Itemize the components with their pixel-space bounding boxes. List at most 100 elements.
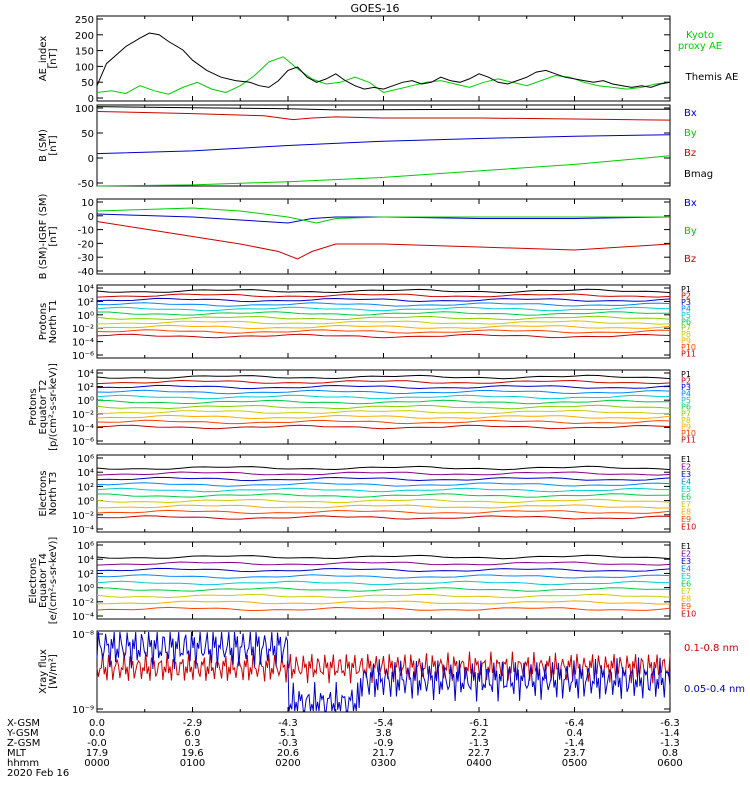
channel-label-p6: P6 <box>681 317 691 326</box>
channel-line <box>96 324 671 330</box>
y-tick-label: 10⁴ <box>77 555 94 566</box>
y-tick-label: 10⁻⁴ <box>72 525 94 536</box>
channel-line <box>96 574 671 579</box>
channel-label-p8: P8 <box>681 416 691 425</box>
legend-xray-long: 0.1-0.8 nm <box>684 643 739 654</box>
footer-value: -0.0 <box>87 738 107 749</box>
footer-value: 3.8 <box>376 728 392 739</box>
footer-value: -5.4 <box>374 718 394 729</box>
channel-label-p10: P10 <box>681 343 696 352</box>
channel-line <box>96 606 671 612</box>
channel-line <box>96 302 671 307</box>
footer-value: -6.4 <box>565 718 585 729</box>
y-tick-label: 10⁴ <box>77 468 94 479</box>
y-tick-label: 150 <box>75 47 94 58</box>
channel-line <box>97 311 671 316</box>
y-tick-label: 10⁴ <box>77 369 94 380</box>
y-axis-label: [nT] <box>48 135 59 155</box>
channel-label-e10: E10 <box>681 610 696 619</box>
y-tick-label: 10⁻⁸ <box>72 630 94 641</box>
footer-value: 5.1 <box>280 728 296 739</box>
panel-frame <box>96 15 671 102</box>
y-axis-label: [nT] <box>48 226 59 246</box>
footer-value: -1.3 <box>469 738 489 749</box>
y-axis-label: Equator T4 <box>38 553 49 608</box>
channel-label-e2: E2 <box>681 463 691 472</box>
channel-label-p2: P2 <box>681 377 691 386</box>
footer-value: -2.9 <box>183 718 203 729</box>
series-line <box>96 155 671 187</box>
footer-value: 2.2 <box>471 728 487 739</box>
channel-line <box>96 315 671 321</box>
channel-line <box>96 419 671 425</box>
channel-label-e8: E8 <box>681 595 691 604</box>
y-tick-label: 10⁻² <box>72 511 94 522</box>
y-tick-label: -40 <box>78 267 94 278</box>
y-axis-label: B (SM)-IGRF (SM) <box>38 194 49 280</box>
channel-label-p1: P1 <box>681 285 691 294</box>
channel-line <box>96 482 671 487</box>
series-line <box>96 32 671 90</box>
footer-value: 6.0 <box>185 728 201 739</box>
footer-value: 0.4 <box>567 728 583 739</box>
footer-value: 19.6 <box>181 748 203 759</box>
channel-label-p5: P5 <box>681 396 691 405</box>
footer-label-hhmm: hhmm <box>7 758 39 769</box>
footer-value: 22.7 <box>468 748 490 759</box>
footer-value: 20.6 <box>277 748 299 759</box>
channel-line <box>96 288 671 294</box>
channel-line <box>96 509 671 515</box>
footer-value: 21.7 <box>372 748 394 759</box>
channel-label-e7: E7 <box>681 587 691 596</box>
series-line <box>96 134 671 155</box>
y-tick-label: 10⁴ <box>77 284 94 295</box>
footer-value: -1.4 <box>660 728 680 739</box>
legend-kyoto-proxy-ae: proxy AE <box>678 41 722 52</box>
channel-line <box>96 498 671 504</box>
y-tick-label: 10⁰ <box>77 584 94 595</box>
y-tick-label: 10⁻⁶ <box>72 437 94 448</box>
channel-label-e4: E4 <box>681 478 691 487</box>
channel-label-e5: E5 <box>681 485 691 494</box>
channel-label-e5: E5 <box>681 572 691 581</box>
y-tick-label: 10⁰ <box>77 396 94 407</box>
channel-line <box>96 374 671 380</box>
y-axis-label: [W/m²] <box>48 654 59 689</box>
channel-label-p3: P3 <box>681 383 691 392</box>
legend-dbsm-bx: Bx <box>684 198 697 209</box>
y-tick-label: 50 <box>81 129 94 140</box>
series-line <box>96 221 671 260</box>
legend-dbsm-by: By <box>684 226 697 237</box>
y-tick-label: 10⁻⁴ <box>72 338 94 349</box>
footer-label-z-gsm: Z-GSM <box>7 738 40 749</box>
channel-line <box>96 384 671 390</box>
y-tick-label: 250 <box>75 15 94 26</box>
channel-label-e8: E8 <box>681 508 691 517</box>
channel-line <box>96 414 671 420</box>
channel-line <box>96 487 671 493</box>
channel-line <box>96 580 671 586</box>
channel-label-e7: E7 <box>681 500 691 509</box>
channel-label-p1: P1 <box>681 370 691 379</box>
footer-value: 17.9 <box>86 748 108 759</box>
channel-label-p11: P11 <box>681 435 696 444</box>
legend-b-bx: Bx <box>684 108 697 119</box>
channel-line <box>96 515 671 520</box>
footer-value: 0.0 <box>89 728 105 739</box>
channel-label-e10: E10 <box>681 523 696 532</box>
footer-value: 0200 <box>275 758 300 769</box>
channel-label-p3: P3 <box>681 298 691 307</box>
panel-frame <box>96 198 671 275</box>
footer-value: 0000 <box>84 758 109 769</box>
y-tick-label: 10⁻⁴ <box>72 612 94 623</box>
channel-label-p6: P6 <box>681 403 691 412</box>
channel-label-p2: P2 <box>681 291 691 300</box>
y-tick-label: -30 <box>78 253 94 264</box>
y-tick-label: 0 <box>88 94 94 105</box>
footer-label-y-gsm: Y-GSM <box>6 728 39 739</box>
channel-label-e1: E1 <box>681 455 691 464</box>
footer-value: 0500 <box>562 758 587 769</box>
series-line <box>96 106 670 111</box>
channel-line <box>96 593 671 599</box>
